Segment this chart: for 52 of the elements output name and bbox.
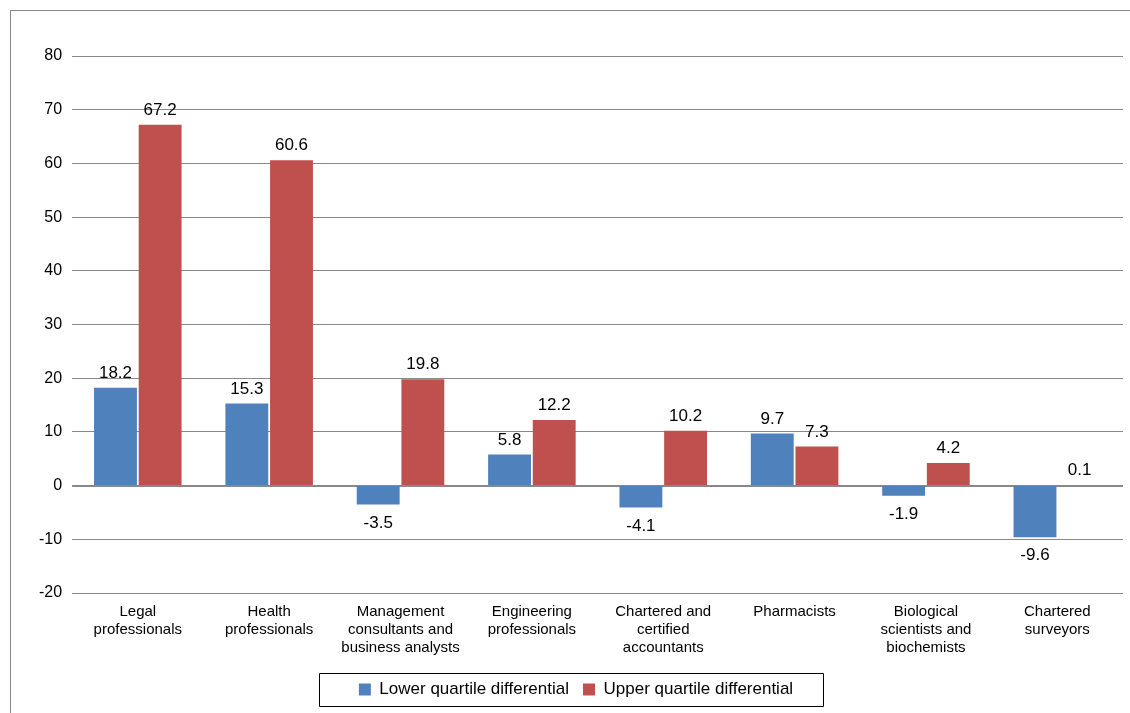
y-tick-label: 0 [53, 476, 63, 494]
y-tick-label: -10 [39, 529, 63, 547]
y-tick-label: 50 [44, 207, 63, 225]
bar [1013, 486, 1057, 538]
data-label: 0.1 [1067, 460, 1092, 480]
data-label: 9.7 [760, 408, 785, 428]
x-tick-label: Health professionals [224, 602, 314, 638]
bar [795, 446, 839, 486]
data-label: 67.2 [143, 99, 177, 119]
bar [882, 486, 926, 496]
x-tick-label: Management consultants and business analysts [341, 602, 460, 656]
data-label: -9.6 [1020, 545, 1050, 565]
data-label: 12.2 [537, 395, 571, 415]
data-label: -3.5 [363, 512, 393, 532]
bar [532, 420, 576, 486]
data-label: 60.6 [274, 135, 309, 155]
data-label: 4.2 [936, 438, 961, 458]
y-tick-label: 40 [44, 261, 63, 279]
bar [94, 387, 137, 486]
data-label: 15.3 [230, 378, 264, 398]
bar [138, 124, 182, 486]
bar [750, 433, 794, 486]
bar [401, 379, 445, 486]
y-tick-label: -20 [39, 583, 63, 601]
y-tick-label: 70 [44, 100, 63, 118]
x-tick-label: Engineering professionals [487, 602, 577, 638]
y-tick-label: 10 [44, 422, 63, 440]
x-tick-label: Chartered surveyors [1023, 602, 1091, 638]
data-label: 19.8 [406, 354, 440, 374]
data-label: 10.2 [669, 406, 703, 426]
data-label: -1.9 [888, 503, 919, 523]
y-tick-label: 20 [44, 368, 63, 386]
x-tick-label: Chartered and certified accountants [615, 602, 712, 656]
data-label: -4.1 [626, 515, 656, 535]
bar [356, 486, 400, 505]
bar [225, 403, 269, 486]
legend-label: Lower quartile differential [379, 679, 570, 699]
x-tick-label: Pharmacists [753, 602, 836, 620]
bar [488, 454, 531, 486]
y-tick-label: 60 [44, 153, 63, 171]
legend-label: Upper quartile differential [603, 679, 794, 699]
x-tick-label: Biological scientists and biochemists [880, 602, 972, 656]
data-label: 7.3 [805, 421, 829, 441]
bar [926, 463, 970, 486]
bar [270, 160, 313, 486]
y-tick-label: 80 [44, 46, 63, 64]
x-tick-label: Legal professionals [93, 602, 182, 638]
bar [619, 486, 663, 508]
data-label: 5.8 [497, 429, 522, 449]
data-label: 18.2 [98, 363, 133, 383]
y-tick-label: 30 [44, 314, 63, 332]
bar [664, 430, 708, 486]
